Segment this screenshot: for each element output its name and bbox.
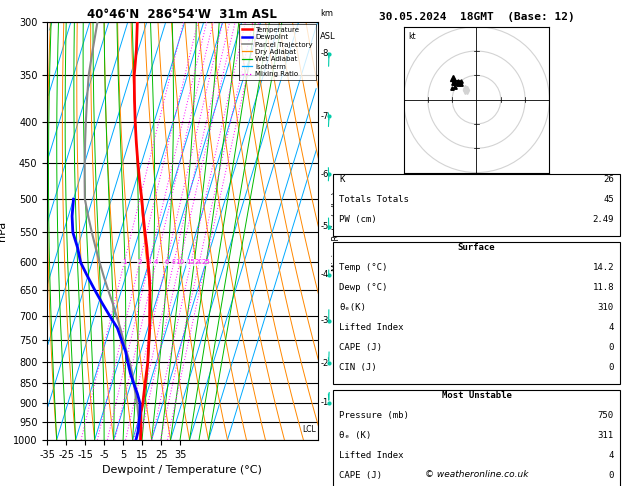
Text: ASL: ASL	[320, 32, 336, 41]
Legend: Temperature, Dewpoint, Parcel Trajectory, Dry Adiabat, Wet Adiabat, Isotherm, Mi: Temperature, Dewpoint, Parcel Trajectory…	[239, 24, 316, 80]
Text: 6: 6	[164, 260, 169, 265]
FancyBboxPatch shape	[333, 242, 620, 384]
Text: K: K	[339, 175, 345, 185]
Text: Mixing Ratio (g/kg): Mixing Ratio (g/kg)	[332, 191, 341, 271]
Text: CIN (J): CIN (J)	[339, 363, 377, 372]
Text: Temp (°C): Temp (°C)	[339, 263, 387, 273]
Text: Surface: Surface	[458, 243, 495, 253]
Text: -4: -4	[320, 271, 328, 279]
Text: 310: 310	[598, 303, 614, 312]
Text: 8: 8	[172, 260, 176, 265]
Text: -2: -2	[320, 359, 328, 368]
FancyBboxPatch shape	[333, 390, 620, 486]
Text: 2.49: 2.49	[593, 215, 614, 225]
Text: θₑ(K): θₑ(K)	[339, 303, 366, 312]
Text: θₑ (K): θₑ (K)	[339, 431, 371, 440]
Text: 45: 45	[603, 195, 614, 205]
Text: Pressure (mb): Pressure (mb)	[339, 411, 409, 420]
Text: 10: 10	[175, 260, 184, 265]
Text: 15: 15	[187, 260, 196, 265]
Text: -8: -8	[320, 50, 328, 58]
Text: 4: 4	[154, 260, 159, 265]
Y-axis label: hPa: hPa	[0, 221, 8, 241]
Text: -7: -7	[320, 112, 328, 121]
Text: 4: 4	[608, 451, 614, 460]
Text: 30.05.2024  18GMT  (Base: 12): 30.05.2024 18GMT (Base: 12)	[379, 12, 574, 22]
Text: -6: -6	[320, 170, 328, 178]
Text: Totals Totals: Totals Totals	[339, 195, 409, 205]
Text: CAPE (J): CAPE (J)	[339, 343, 382, 352]
Text: 14.2: 14.2	[593, 263, 614, 273]
Text: 3: 3	[147, 260, 152, 265]
Text: 0: 0	[608, 343, 614, 352]
Text: Dewp (°C): Dewp (°C)	[339, 283, 387, 293]
Text: CAPE (J): CAPE (J)	[339, 471, 382, 480]
Text: 20: 20	[195, 260, 204, 265]
Text: 311: 311	[598, 431, 614, 440]
Text: LCL: LCL	[303, 425, 316, 434]
Text: -5: -5	[320, 222, 328, 231]
Text: 2: 2	[137, 260, 142, 265]
Text: © weatheronline.co.uk: © weatheronline.co.uk	[425, 469, 528, 479]
Text: -1: -1	[320, 399, 328, 407]
Text: -3: -3	[320, 316, 328, 326]
Text: 750: 750	[598, 411, 614, 420]
Text: 0: 0	[608, 363, 614, 372]
FancyBboxPatch shape	[333, 174, 620, 236]
Text: 4: 4	[608, 323, 614, 332]
Text: Most Unstable: Most Unstable	[442, 391, 511, 400]
Text: 25: 25	[201, 260, 210, 265]
Text: 11.8: 11.8	[593, 283, 614, 293]
Text: Lifted Index: Lifted Index	[339, 451, 404, 460]
Title: 40°46'N  286°54'W  31m ASL: 40°46'N 286°54'W 31m ASL	[87, 8, 277, 21]
Text: PW (cm): PW (cm)	[339, 215, 377, 225]
Text: km: km	[320, 9, 333, 17]
Text: 1: 1	[122, 260, 126, 265]
Text: 0: 0	[608, 471, 614, 480]
X-axis label: Dewpoint / Temperature (°C): Dewpoint / Temperature (°C)	[103, 465, 262, 475]
Text: 26: 26	[603, 175, 614, 185]
Text: Lifted Index: Lifted Index	[339, 323, 404, 332]
